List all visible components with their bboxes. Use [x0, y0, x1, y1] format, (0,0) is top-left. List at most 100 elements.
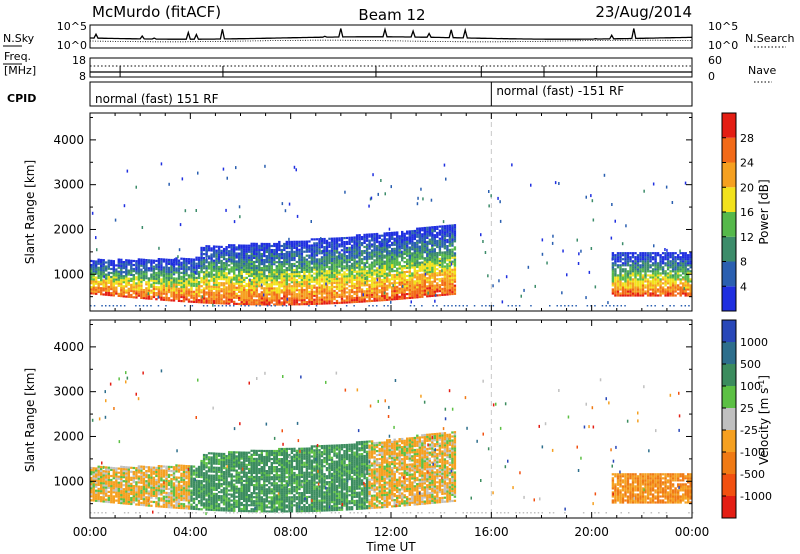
echo-cell — [280, 265, 283, 268]
echo-cell — [636, 284, 640, 287]
echo-cell — [323, 302, 326, 305]
echo-cell — [571, 305, 574, 307]
echo-cell — [433, 276, 436, 279]
echo-cell — [661, 288, 665, 291]
echo-cell — [221, 305, 224, 307]
echo-cell — [110, 478, 113, 482]
echo-cell — [669, 290, 672, 293]
echo-cell — [260, 299, 263, 302]
echo-cell — [383, 276, 386, 279]
echo-cell — [160, 162, 163, 166]
echo-cell — [390, 185, 392, 189]
echo-cell — [102, 490, 105, 493]
echo-cell — [100, 293, 103, 296]
echo-cell — [328, 251, 331, 254]
echo-cell — [616, 256, 620, 259]
echo-cell — [370, 285, 374, 288]
echo-cell — [656, 264, 660, 267]
echo-cell — [436, 284, 439, 287]
echo-cell — [222, 258, 226, 261]
echo-cell — [135, 266, 138, 269]
echo-cell — [639, 286, 642, 289]
echo-cell — [175, 277, 178, 280]
echo-cell — [308, 272, 311, 275]
echo-cell — [285, 273, 288, 276]
echo-cell — [626, 276, 630, 279]
echo-cell — [338, 301, 341, 304]
echo-cell — [391, 231, 394, 234]
echo-cell — [614, 272, 617, 275]
echo-cell — [674, 276, 677, 279]
echo-cell — [381, 297, 384, 300]
echo-cell — [328, 276, 331, 279]
echo-cell — [325, 296, 329, 299]
echo-cell — [365, 237, 369, 240]
echo-cell — [644, 270, 647, 273]
echo-cell — [381, 268, 384, 271]
echo-cell — [386, 248, 389, 251]
echo-cell — [411, 254, 414, 257]
echo-cell — [393, 294, 396, 297]
echo-cell — [138, 305, 141, 307]
echo-cell — [107, 259, 110, 262]
colorbar-segment — [722, 137, 736, 163]
echo-cell — [283, 285, 286, 288]
echo-cell — [636, 292, 640, 295]
echo-cell — [95, 272, 98, 275]
echo-cell — [348, 273, 351, 276]
echo-cell — [381, 270, 384, 273]
echo-cell — [205, 259, 208, 262]
echo-cell — [202, 253, 206, 256]
echo-cell — [132, 292, 135, 295]
echo-cell — [614, 276, 617, 279]
echo-cell — [335, 259, 339, 262]
echo-cell — [253, 299, 256, 302]
echo-cell — [278, 291, 281, 294]
echo-cell — [368, 275, 371, 278]
echo-cell — [360, 280, 364, 283]
echo-cell — [215, 257, 218, 260]
echo-cell — [290, 285, 294, 288]
echo-cell — [250, 262, 253, 265]
echo-cell — [200, 260, 203, 264]
echo-cell — [202, 301, 206, 304]
echo-cell — [310, 268, 314, 271]
echo-cell — [248, 274, 251, 278]
echo-cell — [428, 254, 431, 257]
echo-cell — [639, 280, 642, 283]
echo-cell — [368, 285, 371, 289]
echo-cell — [228, 282, 231, 285]
echo-cell — [634, 292, 637, 295]
echo-cell — [611, 274, 615, 277]
echo-cell — [102, 486, 105, 489]
echo-cell — [127, 474, 130, 477]
echo-cell — [300, 268, 304, 271]
echo-cell — [248, 285, 251, 288]
echo-cell — [192, 276, 196, 279]
echo-cell — [293, 277, 296, 280]
echo-cell — [95, 290, 98, 293]
echo-cell — [310, 266, 314, 269]
echo-cell — [423, 226, 426, 230]
echo-cell — [345, 283, 349, 286]
echo-cell — [418, 239, 421, 242]
echo-cell — [233, 244, 236, 247]
echo-cell — [137, 274, 141, 277]
echo-cell — [335, 261, 339, 264]
echo-cell — [182, 259, 186, 262]
echo-cell — [441, 269, 443, 273]
echo-cell — [355, 284, 359, 287]
echo-cell — [350, 250, 354, 253]
echo-cell — [403, 248, 406, 252]
echo-cell — [621, 252, 625, 255]
echo-cell — [674, 262, 677, 265]
echo-cell — [263, 271, 266, 274]
echo-cell — [92, 469, 95, 472]
echo-cell — [345, 267, 349, 270]
echo-cell — [300, 276, 304, 280]
echo-cell — [682, 262, 685, 265]
echo-cell — [338, 253, 341, 256]
echo-cell — [157, 294, 161, 297]
echo-cell — [421, 291, 424, 294]
echo-cell — [130, 267, 133, 270]
